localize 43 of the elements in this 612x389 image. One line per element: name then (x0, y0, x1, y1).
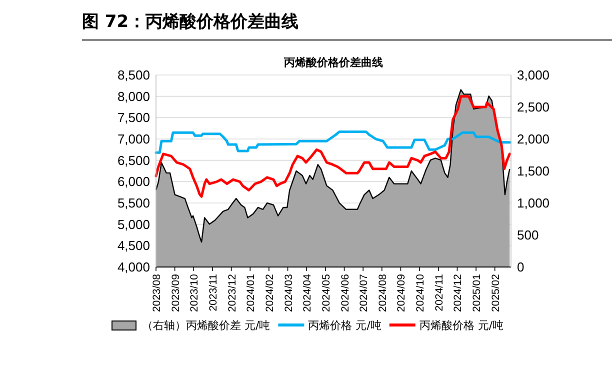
y-tick-label: 5,500 (117, 196, 150, 210)
x-tick-label: 2025/01 (471, 274, 484, 312)
line-series (154, 130, 512, 154)
y-tick-label: 7,500 (117, 110, 150, 126)
x-tick-label: 2023/10 (188, 274, 201, 312)
x-tick-label: 2024/09 (396, 274, 408, 312)
line-series (154, 95, 511, 198)
y2-tick-label: 0 (517, 260, 524, 274)
y-tick-label: 8,000 (117, 88, 150, 104)
y2-tick-label: 2,500 (517, 100, 550, 114)
y2-tick-label: 1,500 (517, 164, 550, 178)
y2-tick-label: 500 (517, 228, 539, 242)
x-tick-label: 2024/11 (433, 274, 446, 312)
y2-tick-label: 3,000 (517, 68, 550, 82)
y-tick-label: 8,500 (117, 68, 150, 82)
x-tick-label: 2024/07 (358, 274, 370, 312)
x-tick-label: 2024/05 (320, 274, 332, 312)
x-tick-label: 2023/11 (207, 274, 220, 312)
chart-subtitle: 丙烯酸价格价差曲线 (283, 56, 383, 69)
x-tick-label: 2024/01 (245, 274, 258, 312)
x-tick-label: 2025/02 (490, 274, 502, 312)
x-tick-label: 2024/10 (414, 274, 427, 312)
legend-label: 丙烯酸价格 元/吨 (419, 319, 504, 332)
x-tick-label: 2024/06 (339, 274, 352, 312)
y-tick-label: 4,500 (117, 238, 150, 254)
x-tick-label: 2024/08 (376, 274, 389, 312)
x-tick-label: 2024/04 (302, 274, 314, 312)
y-tick-label: 7,000 (117, 132, 150, 146)
y-tick-label: 6,000 (117, 174, 150, 190)
x-tick-label: 2023/12 (226, 274, 238, 312)
legend-label: 丙烯价格 元/吨 (308, 319, 382, 332)
x-tick-label: 2024/12 (452, 274, 464, 312)
y-tick-label: 5,000 (117, 216, 150, 232)
legend-label: （右轴）丙烯酸价差 元/吨 (142, 319, 270, 332)
x-tick-label: 2024/02 (264, 274, 276, 312)
y2-tick-label: 1,000 (517, 196, 550, 210)
y2-tick-label: 2,000 (517, 132, 550, 146)
chart-title: 图 72：丙烯酸价格价差曲线 (82, 12, 299, 32)
y-tick-label: 4,000 (117, 260, 150, 274)
x-tick-label: 2023/09 (170, 274, 182, 312)
x-tick-label: 2024/03 (282, 274, 295, 312)
y-tick-label: 6,500 (117, 152, 150, 168)
x-tick-label: 2023/08 (151, 274, 163, 312)
